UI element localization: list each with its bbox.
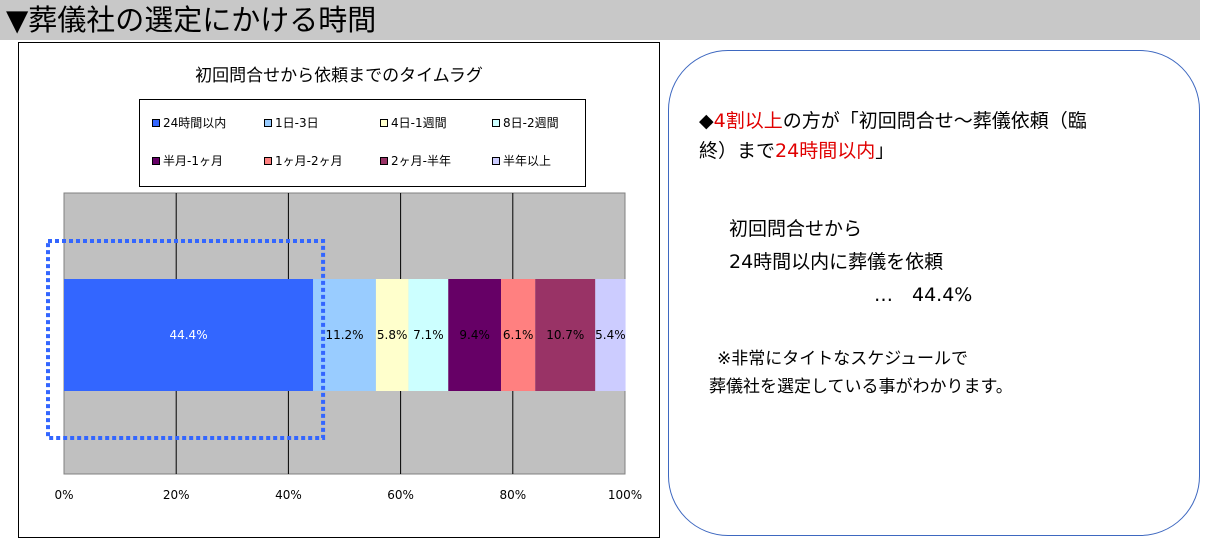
data-label: 5.8% (377, 328, 408, 342)
legend-label: 8日-2週間 (503, 116, 559, 130)
legend-item: 1ヶ月-2ヶ月 (264, 152, 343, 169)
x-tick-label: 0% (54, 488, 73, 502)
chart-plot: 44.4% 11.2% 5.8% 7.1% 9.4% 6.1% 10.7% 5.4% 0% 20%… (46, 192, 642, 502)
bar-segment (535, 279, 596, 391)
legend-swatch (264, 156, 272, 165)
summary-callout: ◆4割以上の方が「初回問合せ～葬儀依頼（臨 終）まで24時間以内」 初回問合せか… (668, 50, 1200, 536)
legend-label: 2ヶ月-半年 (391, 154, 451, 168)
x-tick-label: 60% (387, 488, 414, 502)
note-line-1: ※非常にタイトなスケジュールで (717, 349, 969, 369)
bar-segment (408, 279, 449, 391)
summary-value: … 44.4% (874, 284, 973, 306)
data-label: 10.7% (546, 328, 584, 342)
legend-item: 8日-2週間 (492, 114, 559, 131)
bar-segment (64, 279, 314, 391)
bar-segment (375, 279, 409, 391)
x-tick-label: 100% (608, 488, 642, 502)
data-label: 11.2% (325, 328, 363, 342)
legend-item: 24時間以内 (152, 114, 226, 131)
highlight-duration: 24時間以内 (775, 140, 876, 162)
data-label: 44.4% (169, 328, 207, 342)
x-tick-label: 80% (499, 488, 526, 502)
legend-label: 24時間以内 (163, 116, 227, 130)
data-label: 6.1% (503, 328, 534, 342)
data-label: 9.4% (459, 328, 490, 342)
legend-swatch (152, 156, 160, 165)
callout-headline-line1: ◆4割以上の方が「初回問合せ～葬儀依頼（臨 (699, 106, 1087, 133)
bar-segment (595, 279, 626, 391)
legend-swatch (380, 118, 388, 127)
legend-swatch (492, 156, 500, 165)
chart-title: 初回問合せから依頼までのタイムラグ (195, 66, 483, 86)
legend-item: 1日-3日 (264, 114, 319, 131)
bar-segment (448, 279, 502, 391)
legend-swatch (264, 118, 272, 127)
legend-swatch (152, 118, 160, 127)
callout-headline-line2: 終）まで24時間以内」 (699, 136, 894, 163)
legend-item: 半月-1ヶ月 (152, 152, 223, 169)
legend-label: 1ヶ月-2ヶ月 (275, 154, 343, 168)
legend-swatch (492, 118, 500, 127)
note-line-2: 葬儀社を選定している事がわかります。 (709, 377, 1013, 397)
legend-item: 2ヶ月-半年 (380, 152, 451, 169)
legend-label: 半年以上 (503, 154, 552, 168)
legend-item: 4日-1週間 (380, 114, 447, 131)
legend-swatch (380, 156, 388, 165)
highlight-ratio: 4割以上 (713, 110, 783, 132)
x-tick-label: 20% (163, 488, 190, 502)
data-label: 5.4% (595, 328, 626, 342)
callout-text: の方が「初回問合せ～葬儀依頼（臨 (782, 110, 1087, 132)
section-title: ▼葬儀社の選定にかける時間 (6, 3, 377, 37)
highlight-box (46, 239, 326, 440)
legend-label: 半月-1ヶ月 (163, 154, 223, 168)
diamond-bullet-icon: ◆ (699, 110, 714, 132)
data-label: 7.1% (413, 328, 444, 342)
chart-legend: 24時間以内 1日-3日 4日-1週間 8日-2週間半月-1ヶ月 1ヶ月-2ヶ月 2ヶ月-… (139, 99, 586, 187)
legend-label: 1日-3日 (275, 116, 319, 130)
chart-frame: 初回問合せから依頼までのタイムラグ 24時間以内 1日-3日 4日-1週間 8日-2週… (18, 42, 660, 538)
legend-label: 4日-1週間 (391, 116, 447, 130)
summary-line-2: 24時間以内に葬儀を依頼 (729, 251, 944, 273)
callout-text: 」 (875, 140, 895, 162)
section-header: ▼葬儀社の選定にかける時間 (0, 0, 1200, 40)
x-tick-label: 40% (275, 488, 302, 502)
callout-text: 終）まで (699, 140, 776, 162)
legend-item: 半年以上 (492, 152, 551, 169)
summary-line-1: 初回問合せから (729, 218, 863, 240)
bar-segment (501, 279, 536, 391)
